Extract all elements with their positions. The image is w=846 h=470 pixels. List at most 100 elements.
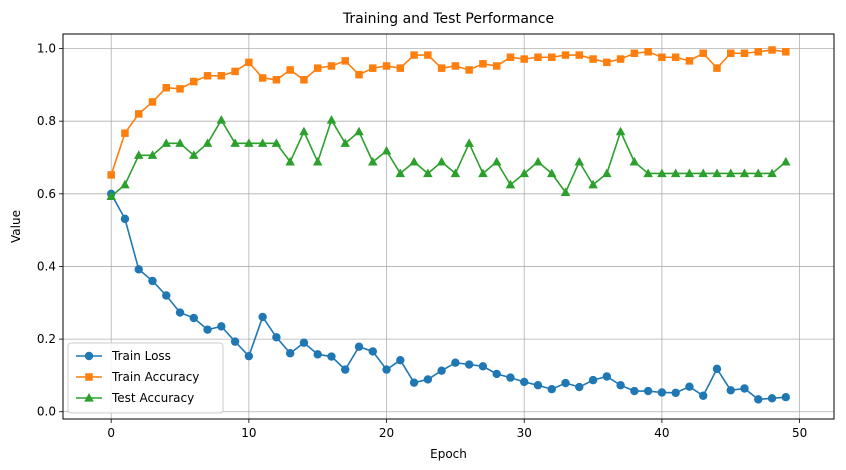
test-accuracy-point xyxy=(285,156,295,166)
train-loss-point xyxy=(602,372,612,381)
train-accuracy-point xyxy=(534,53,542,61)
y-tick-label: 0.0 xyxy=(37,405,56,419)
train-loss-point xyxy=(396,355,405,365)
test-accuracy-point xyxy=(299,126,309,136)
legend-marker xyxy=(85,373,93,381)
train-loss-point xyxy=(726,386,735,395)
x-tick-label: 20 xyxy=(379,426,394,440)
train-accuracy-point xyxy=(465,66,473,74)
train-loss-point xyxy=(740,384,749,393)
train-loss-point xyxy=(671,388,680,398)
train-accuracy-point xyxy=(726,49,735,57)
train-accuracy-point xyxy=(272,76,281,84)
test-accuracy-point xyxy=(670,168,681,178)
train-loss-point xyxy=(341,365,350,374)
train-loss-point xyxy=(781,393,791,402)
train-loss-point xyxy=(561,378,570,388)
legend-item-test-accuracy: Test Accuracy xyxy=(76,391,194,405)
test-accuracy-point xyxy=(602,168,612,178)
x-tick-label: 30 xyxy=(517,426,532,440)
train-accuracy-point xyxy=(203,72,212,80)
test-accuracy-point xyxy=(450,168,461,178)
y-axis-label: Value xyxy=(9,210,23,243)
test-accuracy-point xyxy=(629,156,640,166)
train-loss-point xyxy=(506,373,515,382)
test-accuracy-point xyxy=(464,138,474,147)
legend-label: Train Accuracy xyxy=(111,370,199,384)
train-loss-point xyxy=(492,369,501,379)
test-accuracy-point xyxy=(354,126,364,136)
train-loss-point xyxy=(657,388,667,397)
test-accuracy-point xyxy=(781,156,791,166)
train-loss-point xyxy=(313,350,322,359)
train-accuracy-point xyxy=(644,48,652,56)
test-accuracy-point xyxy=(257,138,268,147)
train-loss-point xyxy=(175,308,185,317)
train-accuracy-point xyxy=(616,55,625,63)
train-accuracy-point xyxy=(768,46,776,54)
train-accuracy-point xyxy=(369,64,377,72)
train-loss-point xyxy=(685,382,694,391)
train-loss-point xyxy=(547,385,556,394)
train-accuracy-point xyxy=(671,53,680,61)
train-loss-point xyxy=(134,265,143,274)
y-tick-label: 0.2 xyxy=(37,332,56,346)
train-accuracy-point xyxy=(341,57,349,65)
train-accuracy-point xyxy=(658,53,666,61)
test-accuracy-point xyxy=(574,156,585,166)
train-accuracy-point xyxy=(217,72,226,80)
train-accuracy-point xyxy=(754,48,763,56)
test-accuracy-point xyxy=(326,115,337,124)
train-accuracy-point xyxy=(479,60,487,68)
test-accuracy-point xyxy=(547,168,557,178)
train-accuracy-point xyxy=(190,77,198,86)
test-accuracy-point xyxy=(106,191,116,200)
y-tick-label: 0.8 xyxy=(37,114,56,128)
train-loss-point xyxy=(162,291,171,300)
train-accuracy-point xyxy=(107,171,115,179)
y-tick-label: 0.6 xyxy=(37,187,56,201)
train-accuracy-point xyxy=(575,51,584,59)
train-loss-point xyxy=(272,333,281,342)
train-loss-point xyxy=(285,349,295,358)
train-loss-point xyxy=(148,276,157,286)
train-loss-point xyxy=(616,381,625,390)
test-accuracy-point xyxy=(491,156,502,166)
train-accuracy-point xyxy=(520,55,528,63)
train-accuracy-point xyxy=(630,49,639,57)
train-loss-point xyxy=(767,394,777,403)
train-loss-point xyxy=(230,337,240,346)
train-accuracy-point xyxy=(782,48,790,56)
train-accuracy-point xyxy=(740,49,749,57)
train-accuracy-point xyxy=(685,57,694,65)
train-loss-point xyxy=(588,375,598,385)
test-accuracy-point xyxy=(271,138,282,147)
test-accuracy-point xyxy=(712,168,722,178)
train-accuracy-point xyxy=(134,110,143,118)
train-loss-point xyxy=(409,378,419,387)
train-loss-point xyxy=(643,386,653,396)
train-accuracy-point xyxy=(437,64,446,72)
test-accuracy-point xyxy=(615,126,626,136)
legend-item-train-loss: Train Loss xyxy=(76,349,171,363)
train-loss-point xyxy=(327,352,336,361)
train-accuracy-point xyxy=(396,64,405,72)
test-accuracy-point xyxy=(436,156,447,166)
train-loss-point xyxy=(464,360,474,369)
train-loss-point xyxy=(299,338,309,347)
test-accuracy-point xyxy=(698,168,708,178)
train-accuracy-point xyxy=(121,129,129,137)
test-accuracy-point xyxy=(423,168,433,178)
test-accuracy-point xyxy=(147,150,158,159)
train-accuracy-point xyxy=(355,70,363,79)
train-accuracy-point xyxy=(300,76,308,84)
train-loss-point xyxy=(217,322,226,331)
train-accuracy-point xyxy=(313,64,322,72)
train-loss-point xyxy=(244,351,254,361)
train-accuracy-point xyxy=(506,53,515,61)
train-accuracy-point xyxy=(548,53,556,61)
test-accuracy-point xyxy=(588,179,598,189)
y-tick-label: 0.4 xyxy=(37,259,56,273)
series-train-accuracy xyxy=(107,46,790,179)
train-accuracy-point xyxy=(713,64,721,72)
